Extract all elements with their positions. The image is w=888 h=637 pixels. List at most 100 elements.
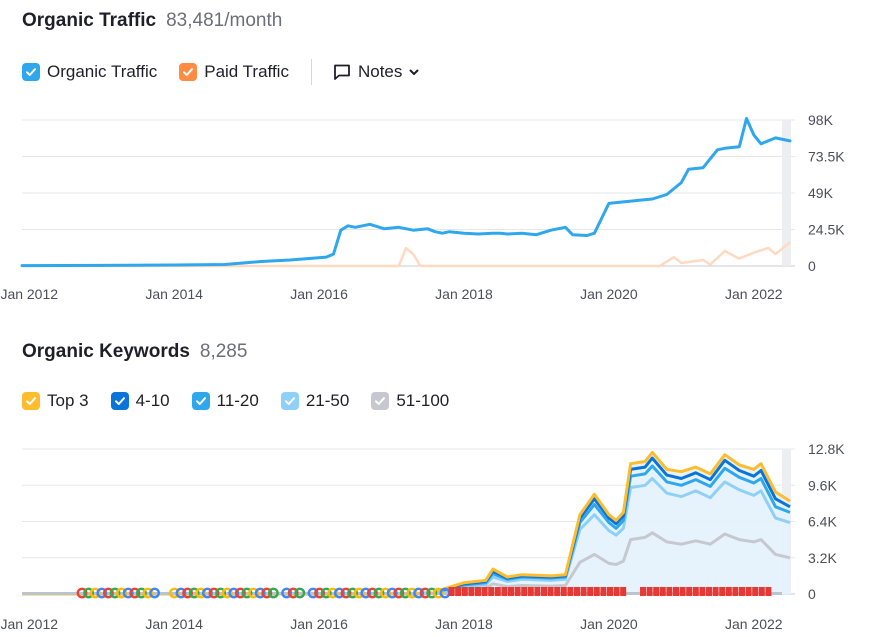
- google-logo-icon: [215, 587, 227, 599]
- organic-keywords-title-text: Organic Keywords: [22, 341, 190, 362]
- serp-feature-icon: [712, 587, 719, 596]
- serp-feature-icon: [692, 587, 699, 596]
- google-logo-icon: [353, 587, 365, 599]
- google-logo-icon: [221, 587, 233, 599]
- serp-feature-icon: [758, 587, 765, 596]
- organic-traffic-chart: 98K 73.5K 49K 24.5K 0 Jan 2012 Jan 2014 Jan 201…: [0, 112, 845, 302]
- google-logo-icon: [168, 587, 180, 599]
- serp-feature-icon: [554, 587, 561, 596]
- google-logo-icon: [83, 587, 95, 599]
- organic-traffic-title: Organic Traffic 83,481/month: [22, 10, 282, 32]
- x-tick-label: Jan 2018: [435, 286, 493, 302]
- google-logo-icon: [76, 587, 88, 599]
- organic-keywords-chart: 12.8K 9.6K 6.4K 3.2K 0 Jan 2012 Jan 2014 Jan 20…: [0, 441, 845, 632]
- series-line-51-100: [22, 531, 791, 596]
- checkbox-checked-icon[interactable]: [110, 392, 129, 410]
- x-tick-label: Jan 2016: [290, 286, 348, 302]
- serp-feature-icon: [600, 587, 607, 596]
- series-line-top-3: [22, 450, 791, 596]
- google-logo-icon: [386, 587, 398, 599]
- legend-top-3[interactable]: Top 3: [22, 391, 89, 411]
- serp-feature-icon: [455, 587, 462, 596]
- serp-feature-icon: [448, 587, 455, 596]
- serp-feature-icon: [567, 587, 574, 596]
- google-logo-icon: [320, 587, 332, 599]
- checkbox-checked-icon[interactable]: [22, 392, 40, 410]
- chevron-down-icon: [408, 66, 420, 78]
- legend-21-50[interactable]: 21-50: [280, 391, 349, 411]
- series-line-21-50: [22, 477, 791, 596]
- google-logo-icon: [347, 587, 358, 599]
- serp-feature-icon: [607, 587, 613, 596]
- x-tick-label: Jan 2018: [435, 616, 493, 632]
- x-tick-label: Jan 2012: [0, 616, 58, 632]
- x-tick-label: Jan 2014: [145, 286, 203, 302]
- serp-feature-icon: [659, 587, 666, 596]
- serp-feature-icon: [745, 587, 752, 596]
- checkbox-checked-icon[interactable]: [280, 392, 299, 410]
- y-tick-label: 24.5K: [808, 222, 845, 238]
- x-tick-label: Jan 2020: [580, 286, 638, 302]
- legend-11-20[interactable]: 11-20: [191, 391, 259, 411]
- serp-feature-icon: [514, 587, 521, 596]
- serp-feature-icon: [739, 587, 745, 596]
- serp-feature-icon: [706, 587, 712, 596]
- google-logo-icon: [188, 587, 200, 599]
- serp-feature-icon: [461, 587, 468, 596]
- legend-label: Paid Traffic: [204, 62, 289, 81]
- google-logo-icon: [254, 587, 266, 599]
- google-logo-icon: [182, 587, 194, 599]
- serp-feature-icon: [508, 587, 514, 596]
- legend-paid-traffic[interactable]: Paid Traffic: [179, 62, 289, 82]
- chart-end-band: [782, 120, 791, 266]
- google-logo-icon: [426, 587, 438, 599]
- google-logo-icon: [175, 587, 187, 599]
- serp-feature-icon: [580, 587, 587, 596]
- notes-dropdown[interactable]: Notes: [332, 62, 420, 82]
- checkbox-checked-icon[interactable]: [179, 63, 198, 81]
- legend-label: Top 3: [47, 391, 89, 410]
- serp-feature-icon: [593, 587, 600, 596]
- google-logo-icon: [432, 587, 444, 599]
- legend-label: 11-20: [216, 391, 259, 410]
- serp-feature-icon: [653, 587, 660, 596]
- y-tick-label: 3.2K: [808, 550, 837, 566]
- y-tick-label: 0: [808, 586, 816, 602]
- organic-traffic-title-text: Organic Traffic: [22, 10, 157, 31]
- checkbox-checked-icon[interactable]: [22, 63, 40, 81]
- serp-markers: [76, 587, 772, 599]
- google-logo-icon: [129, 587, 141, 599]
- google-logo-icon: [380, 587, 391, 599]
- google-logo-icon: [89, 587, 101, 599]
- serp-feature-icon: [686, 587, 693, 596]
- y-tick-label: 0: [808, 258, 816, 274]
- series-line-organic-traffic: [20, 117, 792, 268]
- google-logo-icon: [360, 587, 372, 599]
- serp-feature-icon: [574, 587, 580, 596]
- checkbox-checked-icon[interactable]: [371, 392, 390, 410]
- legend-51-100[interactable]: 51-100: [371, 391, 449, 411]
- serp-feature-icon: [475, 587, 481, 596]
- serp-feature-icon: [640, 587, 646, 596]
- serp-feature-icon: [521, 587, 528, 596]
- keywords-area-fill: [22, 452, 790, 594]
- x-tick-label: Jan 2012: [0, 286, 58, 302]
- y-tick-label: 98K: [808, 112, 834, 128]
- google-logo-icon: [122, 587, 134, 599]
- serp-feature-icon: [765, 587, 772, 596]
- google-logo-icon: [413, 587, 424, 599]
- serp-feature-icon: [560, 587, 567, 596]
- legend-organic-traffic[interactable]: Organic Traffic: [22, 62, 157, 82]
- y-tick-label: 9.6K: [808, 477, 837, 493]
- serp-feature-icon: [719, 587, 726, 596]
- legend-4-10[interactable]: 4-10: [110, 391, 170, 411]
- serp-feature-icon: [547, 587, 554, 596]
- legend-label: Organic Traffic: [47, 62, 158, 81]
- google-logo-icon: [281, 587, 292, 599]
- legend-divider: [310, 59, 312, 85]
- y-tick-label: 73.5K: [808, 149, 845, 165]
- checkbox-checked-icon[interactable]: [191, 392, 210, 410]
- google-logo-icon: [228, 587, 240, 599]
- notes-label: Notes: [357, 62, 403, 81]
- y-tick-label: 12.8K: [808, 441, 845, 457]
